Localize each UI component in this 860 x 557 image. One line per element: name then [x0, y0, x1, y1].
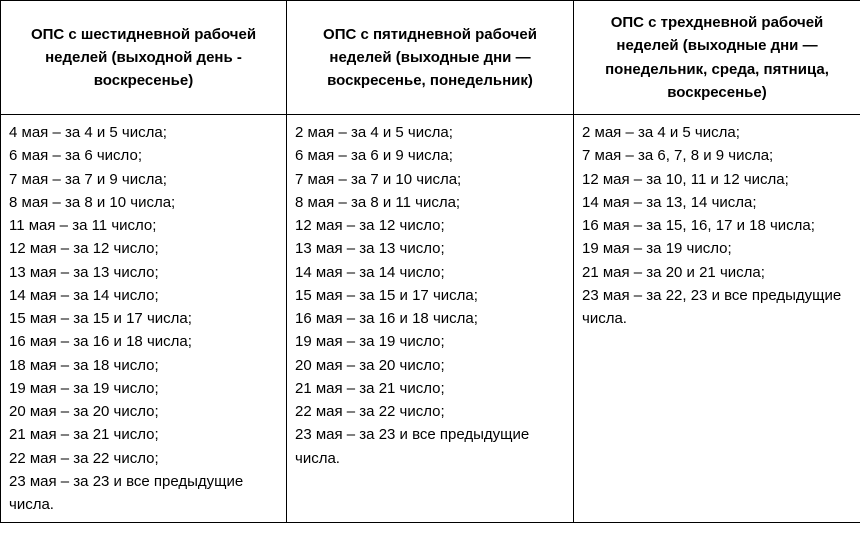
- schedule-line: 19 мая – за 19 число;: [582, 237, 852, 260]
- schedule-line: 7 мая – за 6, 7, 8 и 9 числа;: [582, 144, 852, 167]
- col-header-5day: ОПС с пятидневной рабочей неделей (выход…: [287, 1, 574, 115]
- schedule-line: 14 мая – за 14 число;: [9, 284, 278, 307]
- schedule-line: 7 мая – за 7 и 10 числа;: [295, 168, 565, 191]
- schedule-line: 14 мая – за 13, 14 числа;: [582, 191, 852, 214]
- schedule-line: 22 мая – за 22 число;: [9, 447, 278, 470]
- schedule-line: 16 мая – за 16 и 18 числа;: [295, 307, 565, 330]
- cell-6day: 4 мая – за 4 и 5 числа;6 мая – за 6 числ…: [1, 115, 287, 523]
- schedule-line: 21 мая – за 20 и 21 числа;: [582, 261, 852, 284]
- col-header-6day: ОПС с шестидневной рабочей неделей (выхо…: [1, 1, 287, 115]
- schedule-line: 16 мая – за 15, 16, 17 и 18 числа;: [582, 214, 852, 237]
- schedule-line: 22 мая – за 22 число;: [295, 400, 565, 423]
- schedule-line: 15 мая – за 15 и 17 числа;: [295, 284, 565, 307]
- schedule-line: 23 мая – за 23 и все предыдущие числа.: [295, 423, 565, 470]
- schedule-line: 21 мая – за 21 число;: [9, 423, 278, 446]
- cell-3day: 2 мая – за 4 и 5 числа;7 мая – за 6, 7, …: [574, 115, 860, 523]
- schedule-line: 6 мая – за 6 и 9 числа;: [295, 144, 565, 167]
- cell-5day: 2 мая – за 4 и 5 числа;6 мая – за 6 и 9 …: [287, 115, 574, 523]
- col-header-3day: ОПС с трехдневной рабочей неделей (выход…: [574, 1, 860, 115]
- schedule-line: 19 мая – за 19 число;: [9, 377, 278, 400]
- table-row: 4 мая – за 4 и 5 числа;6 мая – за 6 числ…: [1, 115, 860, 523]
- schedule-line: 23 мая – за 23 и все предыдущие числа.: [9, 470, 278, 517]
- schedule-line: 23 мая – за 22, 23 и все предыдущие числ…: [582, 284, 852, 331]
- schedule-line: 12 мая – за 12 число;: [9, 237, 278, 260]
- schedule-line: 8 мая – за 8 и 10 числа;: [9, 191, 278, 214]
- table-header-row: ОПС с шестидневной рабочей неделей (выхо…: [1, 1, 860, 115]
- schedule-line: 2 мая – за 4 и 5 числа;: [582, 121, 852, 144]
- schedule-line: 15 мая – за 15 и 17 числа;: [9, 307, 278, 330]
- schedule-line: 6 мая – за 6 число;: [9, 144, 278, 167]
- schedule-line: 2 мая – за 4 и 5 числа;: [295, 121, 565, 144]
- schedule-line: 20 мая – за 20 число;: [9, 400, 278, 423]
- schedule-line: 8 мая – за 8 и 11 числа;: [295, 191, 565, 214]
- schedule-line: 11 мая – за 11 число;: [9, 214, 278, 237]
- schedule-line: 12 мая – за 12 число;: [295, 214, 565, 237]
- schedule-line: 13 мая – за 13 число;: [295, 237, 565, 260]
- schedule-line: 18 мая – за 18 число;: [9, 354, 278, 377]
- schedule-line: 20 мая – за 20 число;: [295, 354, 565, 377]
- schedule-line: 13 мая – за 13 число;: [9, 261, 278, 284]
- schedule-table: ОПС с шестидневной рабочей неделей (выхо…: [0, 0, 860, 523]
- schedule-line: 19 мая – за 19 число;: [295, 330, 565, 353]
- schedule-line: 14 мая – за 14 число;: [295, 261, 565, 284]
- schedule-line: 21 мая – за 21 число;: [295, 377, 565, 400]
- schedule-line: 16 мая – за 16 и 18 числа;: [9, 330, 278, 353]
- schedule-line: 7 мая – за 7 и 9 числа;: [9, 168, 278, 191]
- schedule-line: 12 мая – за 10, 11 и 12 числа;: [582, 168, 852, 191]
- schedule-line: 4 мая – за 4 и 5 числа;: [9, 121, 278, 144]
